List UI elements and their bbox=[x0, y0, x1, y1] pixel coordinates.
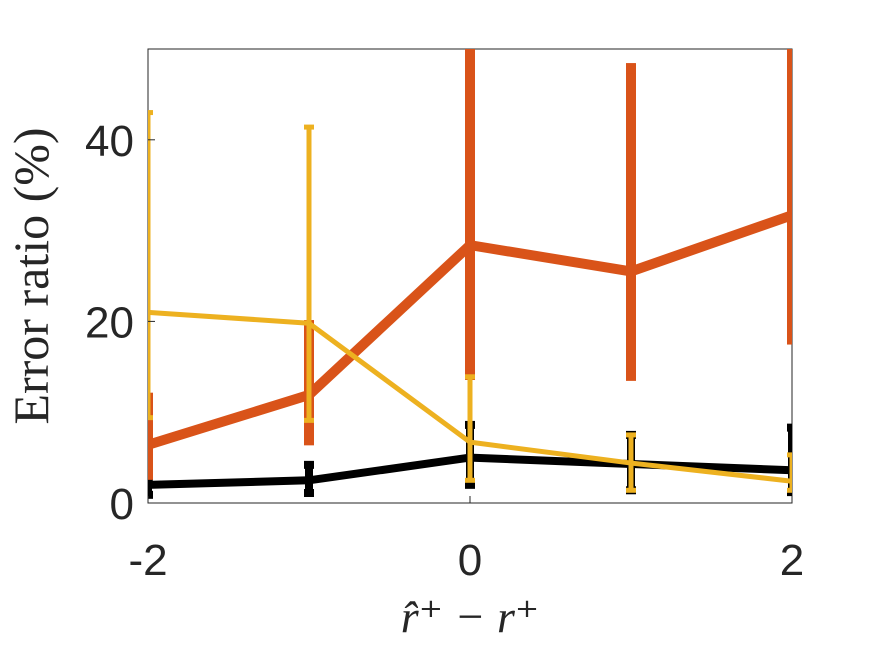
series-line bbox=[148, 309, 792, 484]
series-line bbox=[148, 210, 792, 450]
x-axis-label: r̂⁺ − r⁺ bbox=[401, 591, 539, 642]
x-tick-label: -2 bbox=[128, 536, 167, 585]
y-axis-label: Error ratio (%) bbox=[3, 127, 59, 424]
y-tick-label: 0 bbox=[110, 480, 134, 529]
y-tick-label: 40 bbox=[85, 117, 134, 166]
x-tick-label: 2 bbox=[780, 536, 804, 585]
plot-marks bbox=[148, 49, 792, 499]
y-tick-label: 20 bbox=[85, 298, 134, 347]
x-tick-label: 0 bbox=[458, 536, 482, 585]
